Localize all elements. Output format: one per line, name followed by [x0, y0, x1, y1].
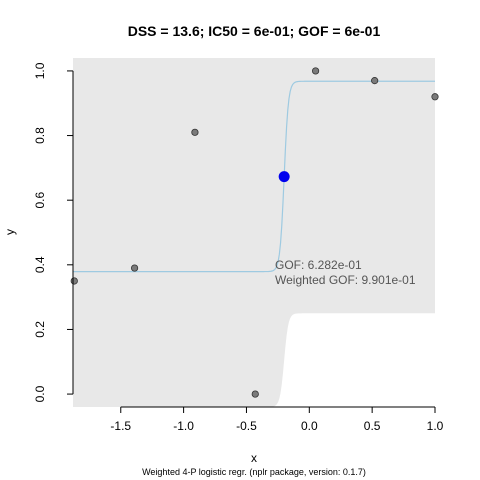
weighted-gof-annotation: Weighted GOF: 9.901e-01	[275, 273, 416, 287]
ic50-point	[278, 171, 290, 183]
data-points-layer	[70, 67, 439, 398]
data-point	[251, 390, 259, 398]
chart-title: DSS = 13.6; IC50 = 6e-01; GOF = 6e-01	[128, 23, 381, 39]
labels: DSS = 13.6; IC50 = 6e-01; GOF = 6e-01 x …	[3, 23, 416, 477]
x-tick-label: -1.0	[173, 419, 194, 433]
footer-note: Weighted 4-P logistic regr. (nplr packag…	[142, 467, 366, 477]
gof-annotation: GOF: 6.282e-01	[275, 258, 362, 272]
y-axis-label: y	[3, 229, 17, 235]
x-tick-label: 0.5	[364, 419, 381, 433]
x-tick-label: -1.5	[110, 419, 131, 433]
x-tick-label: 1.0	[427, 419, 444, 433]
data-point	[371, 77, 379, 85]
confidence-band-area	[73, 58, 435, 407]
y-tick-label: 0.0	[33, 385, 47, 402]
data-point	[431, 93, 439, 101]
ic50-marker-layer	[278, 171, 290, 183]
y-tick-label: 0.8	[33, 127, 47, 144]
y-tick-label: 0.2	[33, 321, 47, 338]
axes: -1.5 -1.0 -0.5 0.0 0.5 1.0 0.0 0.2 0.4 0.6 0.8 1.0	[33, 62, 444, 433]
x-axis-label: x	[251, 451, 257, 465]
data-point	[70, 277, 78, 285]
x-tick-label: -0.5	[236, 419, 257, 433]
data-point	[130, 264, 139, 272]
data-point	[191, 128, 199, 136]
y-tick-label: 1.0	[33, 62, 47, 79]
x-tick-label: 0.0	[301, 419, 318, 433]
y-tick-label: 0.4	[33, 256, 47, 273]
y-tick-label: 0.6	[33, 192, 47, 209]
data-point	[311, 67, 320, 75]
confidence-band	[73, 58, 435, 407]
